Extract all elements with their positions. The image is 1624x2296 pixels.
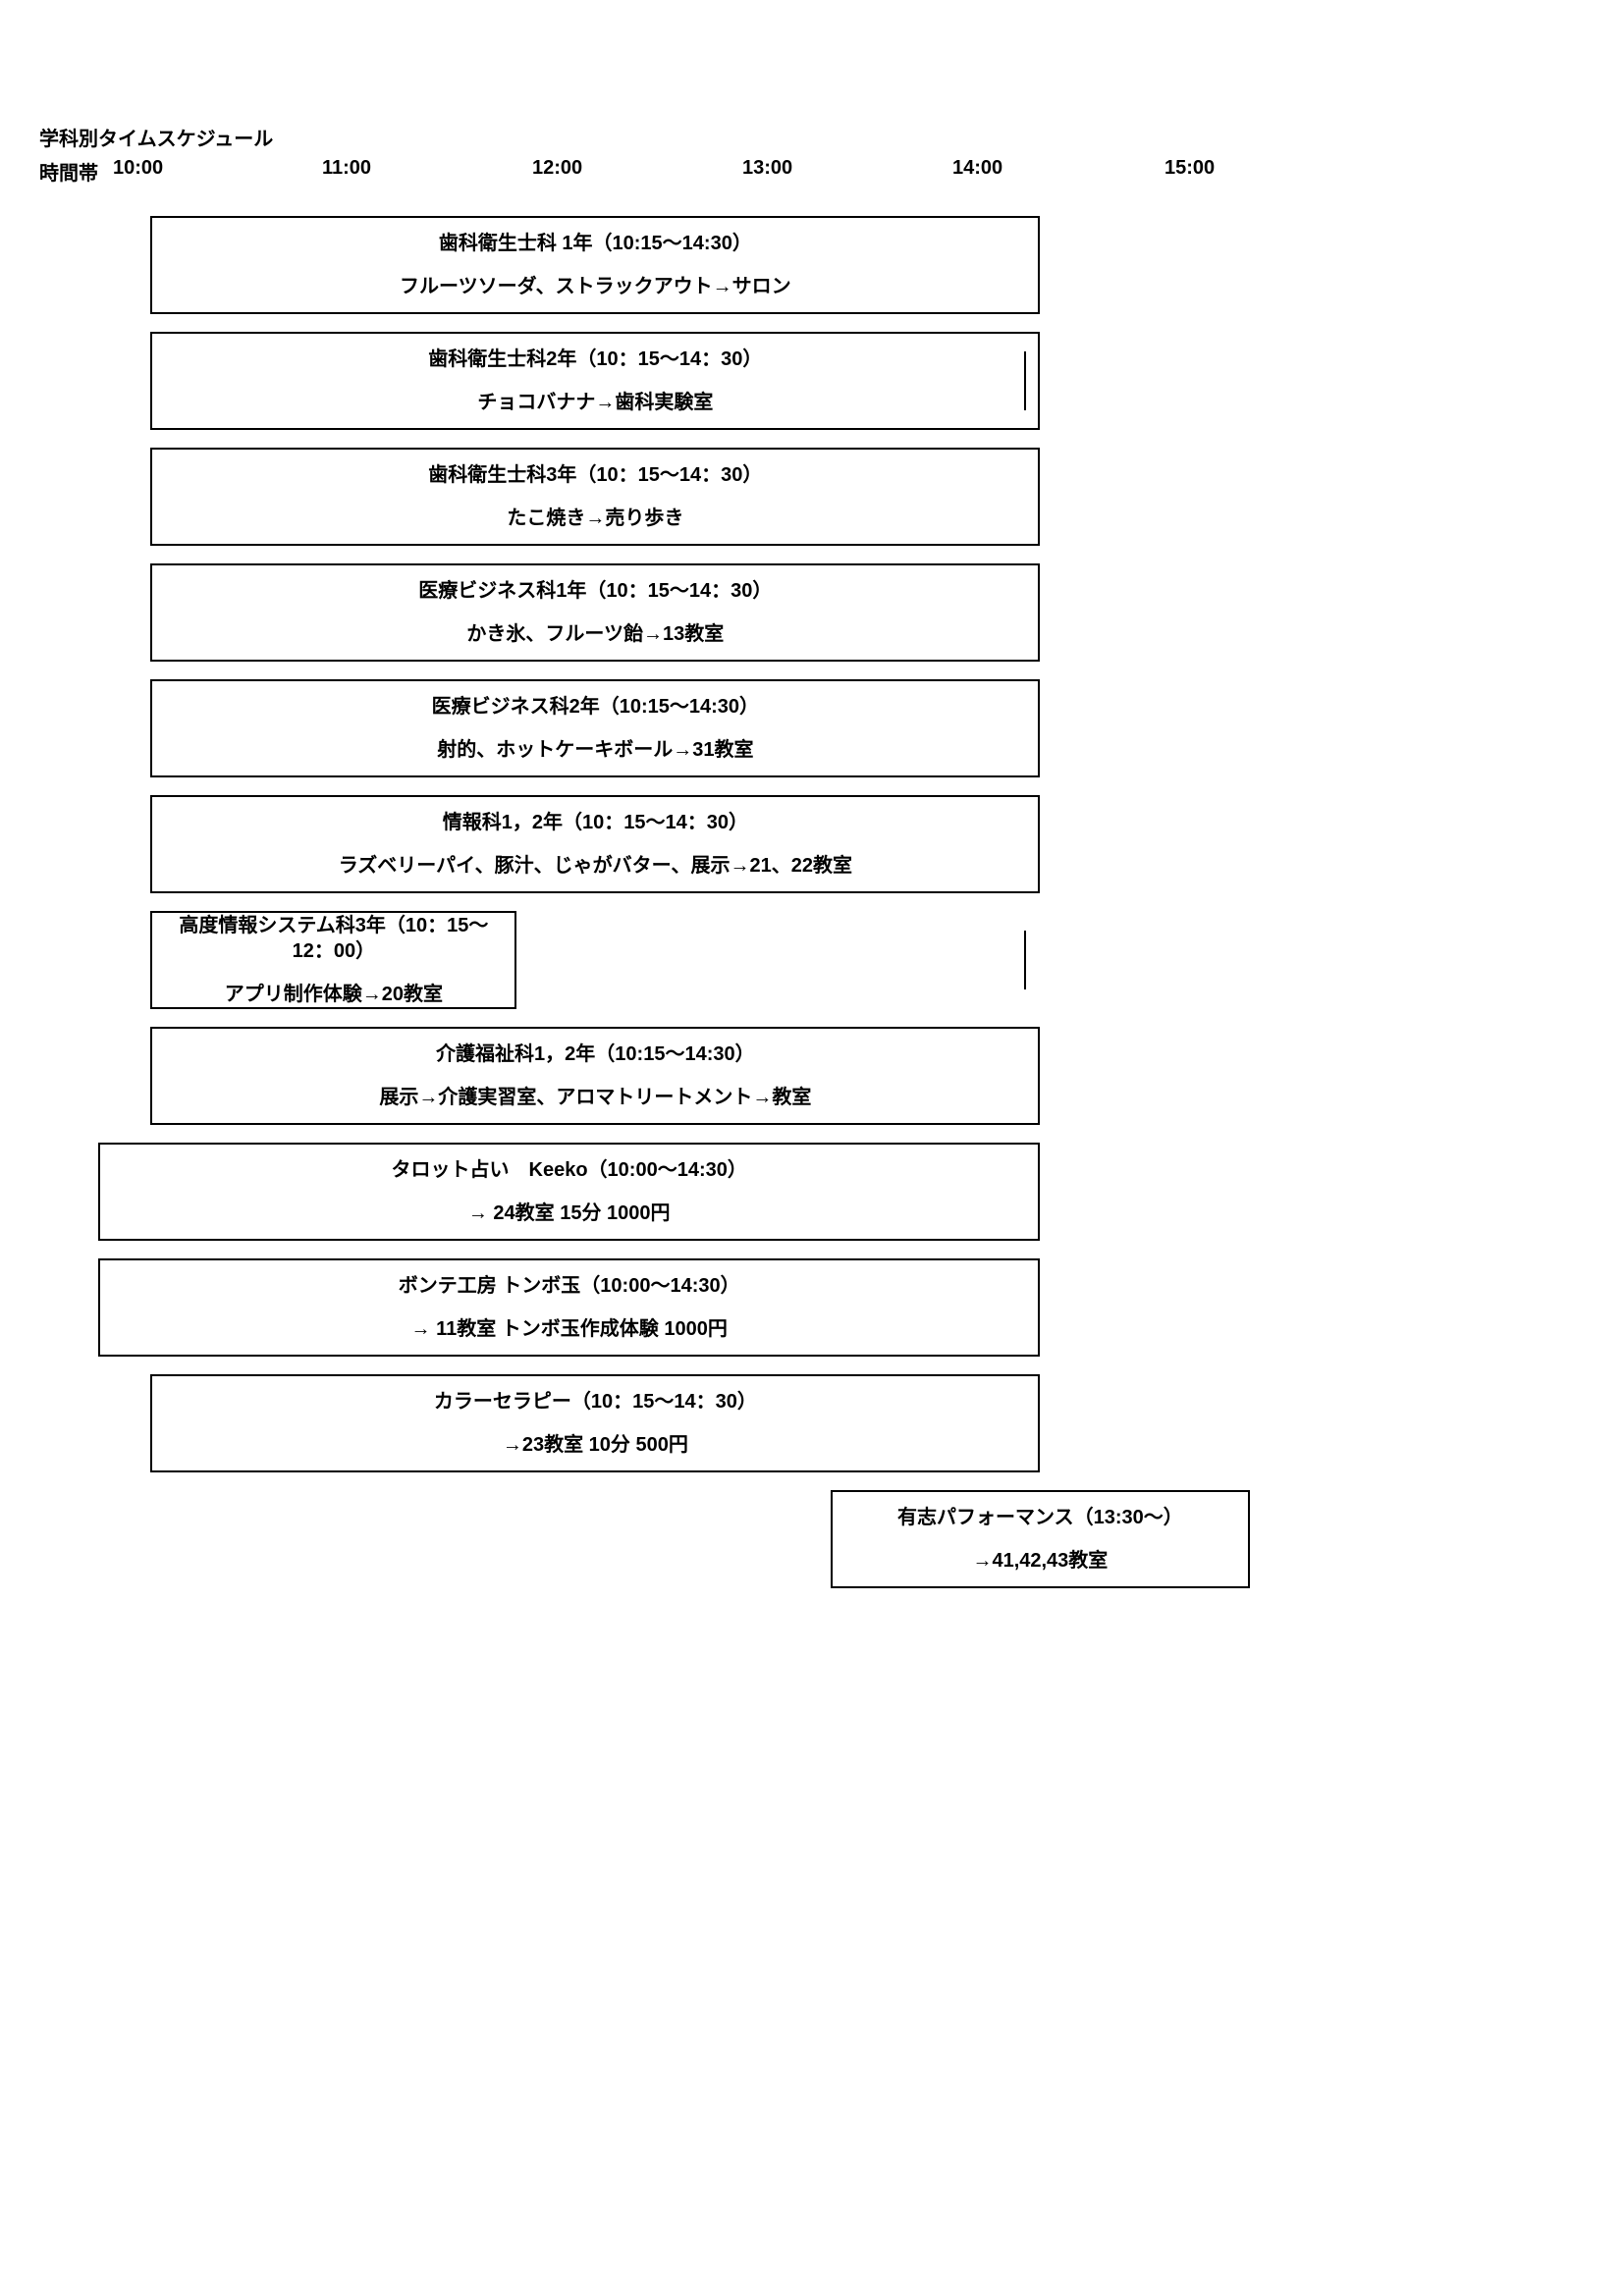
schedule-block: 歯科衛生士科 1年（10:15～14:30） フルーツソーダ、ストラックアウト→サ…: [150, 216, 1040, 314]
block-activity: フルーツソーダ、ストラックアウト→サロン: [400, 274, 791, 299]
schedule-block: カラーセラピー（10：15～14：30） →23教室 10分 500円: [150, 1374, 1040, 1472]
block-title: 医療ビジネス科2年（10:15～14:30）: [432, 694, 759, 720]
schedule-block: 高度情報システム科3年（10：15～12：00） アプリ制作体験→20教室: [150, 911, 516, 1009]
axis-label: 時間帯: [39, 157, 98, 186]
block-title: 有志パフォーマンス（13:30～）: [897, 1505, 1183, 1530]
time-label: 13:00: [742, 157, 792, 180]
time-label: 10:00: [113, 157, 163, 180]
block-activity: →41,42,43教室: [972, 1548, 1108, 1574]
schedule-block: 情報科1，2年（10：15～14：30） ラズベリーパイ、豚汁、じゃがバター、展示…: [150, 795, 1040, 893]
block-title: 高度情報システム科3年（10：15～12：00）: [158, 913, 509, 964]
schedule-block: 医療ビジネス科1年（10：15～14：30） かき氷、フルーツ飴→13教室: [150, 563, 1040, 662]
block-title: 医療ビジネス科1年（10：15～14：30）: [418, 578, 772, 604]
block-activity: → 24教室 15分 1000円: [468, 1201, 671, 1226]
block-title: タロット占い Keeko（10:00～14:30）: [392, 1157, 747, 1183]
schedule-block: ボンテ工房 トンボ玉（10:00～14:30） → 11教室 トンボ玉作成体験 1…: [98, 1258, 1040, 1357]
time-label: 12:00: [532, 157, 582, 180]
schedule-block: 介護福祉科1，2年（10:15～14:30） 展示→介護実習室、アロマトリートメン…: [150, 1027, 1040, 1125]
block-title: 歯科衛生士科 1年（10:15～14:30）: [439, 231, 752, 256]
block-title: ボンテ工房 トンボ玉（10:00～14:30）: [399, 1273, 740, 1299]
block-title: 歯科衛生士科2年（10：15～14：30）: [428, 347, 762, 372]
block-title: 歯科衛生士科3年（10：15～14：30）: [428, 462, 762, 488]
block-activity: かき氷、フルーツ飴→13教室: [466, 621, 724, 647]
time-label: 14:00: [952, 157, 1002, 180]
tick-mark: [1024, 351, 1026, 410]
block-activity: チョコバナナ→歯科実験室: [477, 390, 713, 415]
block-activity: アプリ制作体験→20教室: [225, 982, 443, 1007]
page-title: 学科別タイムスケジュール: [39, 123, 273, 151]
block-activity: ラズベリーパイ、豚汁、じゃがバター、展示→21、22教室: [339, 853, 852, 879]
block-title: カラーセラピー（10：15～14：30）: [434, 1389, 757, 1415]
schedule-block: 歯科衛生士科2年（10：15～14：30） チョコバナナ→歯科実験室: [150, 332, 1040, 430]
block-activity: 展示→介護実習室、アロマトリートメント→教室: [379, 1085, 811, 1110]
block-activity: → 11教室 トンボ玉作成体験 1000円: [411, 1316, 728, 1342]
block-activity: 射的、ホットケーキボール→31教室: [437, 737, 753, 763]
time-label: 11:00: [322, 157, 371, 180]
block-title: 情報科1，2年（10：15～14：30）: [443, 810, 748, 835]
schedule-block: タロット占い Keeko（10:00～14:30） → 24教室 15分 1000…: [98, 1143, 1040, 1241]
block-title: 介護福祉科1，2年（10:15～14:30）: [436, 1041, 755, 1067]
schedule-block: 有志パフォーマンス（13:30～） →41,42,43教室: [831, 1490, 1249, 1588]
block-activity: たこ焼き→売り歩き: [507, 506, 683, 531]
block-activity: →23教室 10分 500円: [503, 1432, 688, 1458]
schedule-block: 歯科衛生士科3年（10：15～14：30） たこ焼き→売り歩き: [150, 448, 1040, 546]
time-label: 15:00: [1164, 157, 1215, 180]
tick-mark: [1024, 931, 1026, 989]
schedule-block: 医療ビジネス科2年（10:15～14:30） 射的、ホットケーキボール→31教室: [150, 679, 1040, 777]
